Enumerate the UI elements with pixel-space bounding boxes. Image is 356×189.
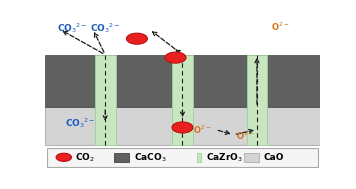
Text: CaZrO$_3$: CaZrO$_3$ [206,151,243,163]
Text: CaO: CaO [264,153,284,162]
Bar [95,55,116,145]
Bar [44,55,320,107]
Bar [114,153,129,162]
Circle shape [56,153,72,161]
Text: CaCO$_3$: CaCO$_3$ [134,151,167,163]
Text: O$^{2-}$: O$^{2-}$ [193,123,211,136]
Text: CO$_2$: CO$_2$ [75,151,95,163]
Text: O$^{2-}$: O$^{2-}$ [271,20,289,33]
Circle shape [126,33,147,44]
Circle shape [165,52,186,63]
Bar [197,153,201,162]
Bar [47,148,318,167]
Bar [244,153,259,162]
Text: CO$_3$$^{2-}$: CO$_3$$^{2-}$ [57,21,88,35]
Circle shape [172,122,193,133]
Bar [247,55,267,145]
Text: O$^{2-}$: O$^{2-}$ [236,129,255,142]
Bar [44,107,320,145]
Text: CO$_3$$^{2-}$: CO$_3$$^{2-}$ [90,21,121,35]
Bar [172,55,193,145]
Text: CO$_3$$^{2-}$: CO$_3$$^{2-}$ [65,116,96,130]
